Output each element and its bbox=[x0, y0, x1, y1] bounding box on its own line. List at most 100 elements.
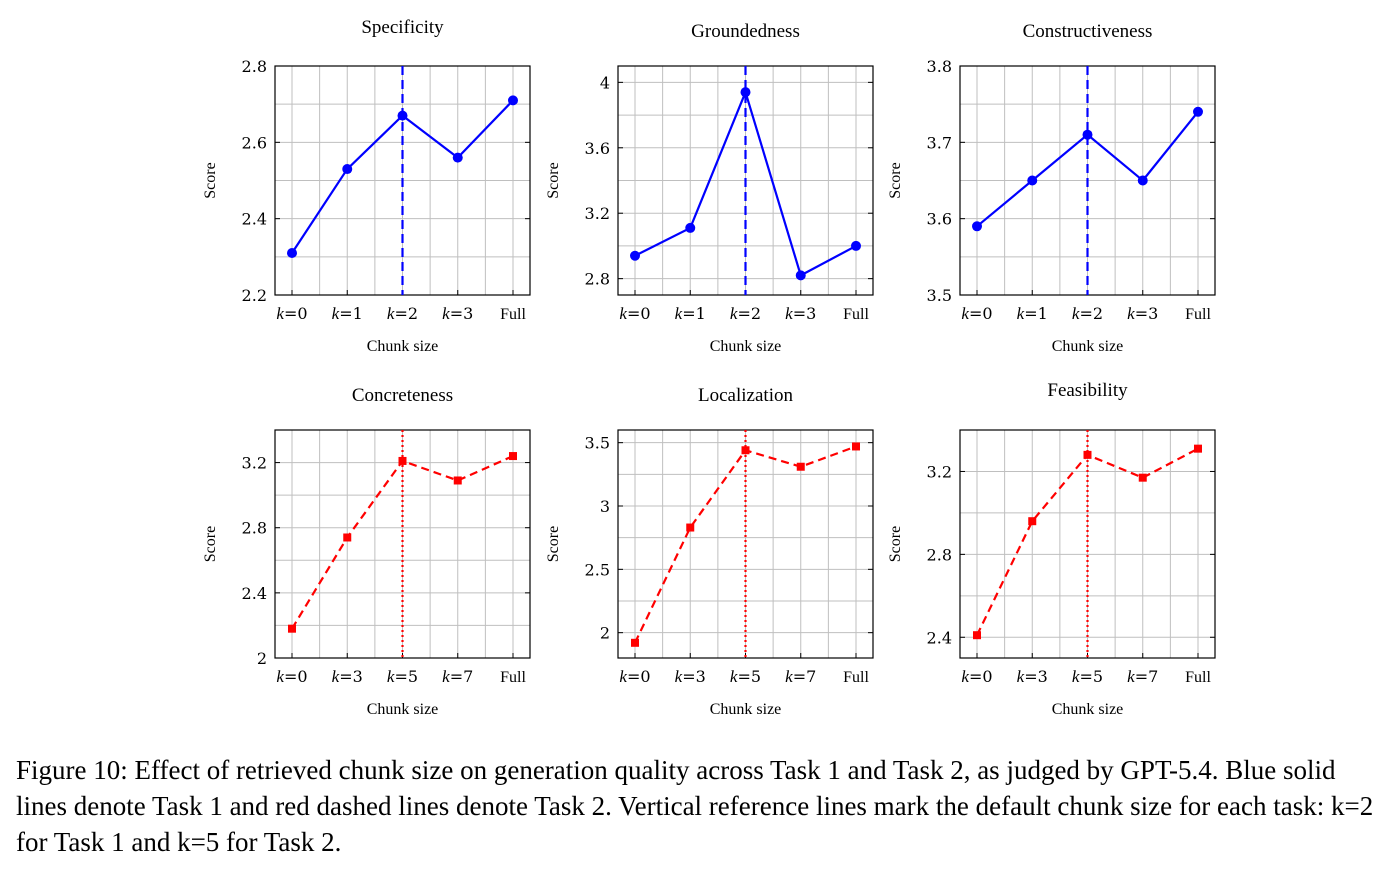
data-point bbox=[1083, 450, 1092, 459]
data-point bbox=[1138, 473, 1147, 482]
data-point bbox=[1027, 175, 1038, 186]
x-tick-label: Full bbox=[1185, 306, 1211, 323]
x-tick-label: k=1 bbox=[1017, 304, 1048, 323]
x-tick-label: k=0 bbox=[961, 304, 992, 323]
data-point bbox=[1028, 517, 1037, 526]
x-axis-label: Chunk size bbox=[1052, 338, 1124, 355]
x-tick-label: k=3 bbox=[442, 304, 473, 323]
x-tick-label: k=3 bbox=[1017, 667, 1048, 686]
data-point bbox=[630, 250, 640, 261]
x-tick-label: Full bbox=[843, 306, 869, 323]
y-tick-label: 3.2 bbox=[242, 454, 267, 473]
figure-caption: Figure 10: Effect of retrieved chunk siz… bbox=[16, 755, 1374, 857]
y-tick-label: 2.8 bbox=[242, 57, 267, 76]
x-tick-label: k=2 bbox=[1072, 304, 1103, 323]
x-tick-label: k=1 bbox=[675, 304, 706, 323]
data-point bbox=[851, 240, 861, 251]
y-tick-label: 3.2 bbox=[585, 204, 610, 223]
x-tick-label: k=0 bbox=[619, 304, 650, 323]
y-axis-label: Score bbox=[887, 162, 904, 198]
y-tick-label: 2 bbox=[600, 624, 610, 643]
x-axis-label: Chunk size bbox=[367, 701, 439, 718]
data-point bbox=[398, 456, 407, 465]
data-point bbox=[685, 222, 696, 233]
y-tick-label: 2.4 bbox=[242, 584, 267, 603]
x-tick-label: k=3 bbox=[785, 304, 816, 323]
y-tick-label: 3.2 bbox=[927, 462, 952, 481]
x-tick-label: k=0 bbox=[619, 667, 650, 686]
data-point bbox=[343, 533, 352, 542]
x-tick-label: k=7 bbox=[1127, 667, 1158, 686]
x-tick-label: k=5 bbox=[387, 667, 418, 686]
y-tick-label: 2.2 bbox=[242, 286, 267, 305]
x-tick-label: k=0 bbox=[276, 304, 307, 323]
chart-panel-constructiveness: 3.5 3.6 3.7 3.8 k=0 k=1 k=2 k=3 Full Constructive… bbox=[887, 21, 1216, 355]
data-point bbox=[795, 270, 806, 281]
chart-panel-specificity: 2.2 2.4 2.6 2.8 k=0 k=1 k=2 k=3 Full Specificity C… bbox=[202, 17, 531, 355]
chart-title: Constructiveness bbox=[1023, 21, 1153, 42]
y-tick-label: 2.4 bbox=[242, 210, 267, 229]
y-axis-label: Score bbox=[887, 526, 904, 562]
y-tick-label: 2.4 bbox=[927, 628, 952, 647]
x-tick-label: k=2 bbox=[387, 304, 418, 323]
chart-title: Concreteness bbox=[352, 385, 453, 406]
y-tick-label: 3.5 bbox=[585, 434, 610, 453]
x-tick-label: Full bbox=[500, 306, 526, 323]
data-point bbox=[342, 164, 353, 175]
data-point bbox=[1193, 106, 1203, 117]
y-tick-label: 3.7 bbox=[927, 133, 952, 152]
chart-title: Groundedness bbox=[691, 21, 800, 42]
chart-title: Feasibility bbox=[1047, 380, 1128, 401]
x-axis-label: Chunk size bbox=[367, 338, 439, 355]
data-point bbox=[631, 638, 639, 647]
y-tick-label: 3.8 bbox=[927, 57, 952, 76]
data-point bbox=[509, 452, 517, 461]
x-axis-label: Chunk size bbox=[710, 338, 782, 355]
x-tick-label: k=0 bbox=[961, 667, 992, 686]
x-tick-label: k=5 bbox=[730, 667, 761, 686]
x-tick-label: k=3 bbox=[1127, 304, 1158, 323]
data-point bbox=[453, 476, 462, 485]
x-tick-label: k=3 bbox=[332, 667, 363, 686]
x-tick-label: k=0 bbox=[276, 667, 307, 686]
data-point bbox=[972, 221, 982, 232]
y-tick-label: 2.8 bbox=[242, 519, 267, 538]
x-tick-label: k=3 bbox=[675, 667, 706, 686]
x-axis-label: Chunk size bbox=[1052, 701, 1124, 718]
x-tick-label: k=5 bbox=[1072, 667, 1103, 686]
data-point bbox=[452, 152, 463, 163]
y-tick-label: 2.8 bbox=[585, 270, 610, 289]
y-tick-label: 2.8 bbox=[927, 545, 952, 564]
x-tick-label: k=7 bbox=[442, 667, 473, 686]
data-point bbox=[796, 462, 805, 471]
y-tick-label: 2 bbox=[257, 649, 267, 668]
y-tick-label: 4 bbox=[600, 73, 610, 92]
data-point bbox=[397, 110, 408, 121]
chart-panel-feasibility: 2.4 2.8 3.2 k=0 k=3 k=5 k=7 Full Feasibility Chun… bbox=[887, 380, 1216, 718]
y-axis-label: Score bbox=[202, 162, 219, 198]
data-point bbox=[1194, 444, 1202, 453]
x-tick-label: Full bbox=[1185, 669, 1211, 686]
x-tick-label: k=1 bbox=[332, 304, 363, 323]
x-tick-label: Full bbox=[500, 669, 526, 686]
data-point bbox=[508, 95, 518, 106]
y-tick-label: 2.6 bbox=[242, 133, 267, 152]
data-point bbox=[686, 523, 695, 532]
data-point bbox=[741, 446, 750, 455]
x-tick-label: k=2 bbox=[730, 304, 761, 323]
x-tick-label: k=7 bbox=[785, 667, 816, 686]
chart-panel-concreteness: 2 2.4 2.8 3.2 k=0 k=3 k=5 k=7 Full Concreteness Ch… bbox=[202, 385, 531, 718]
figure-grid: 2.2 2.4 2.6 2.8 k=0 k=1 k=2 k=3 Full Specificity C… bbox=[202, 17, 1216, 718]
x-tick-label: Full bbox=[843, 669, 869, 686]
data-point bbox=[287, 248, 297, 259]
y-axis-label: Score bbox=[545, 526, 562, 562]
data-point bbox=[852, 442, 860, 451]
y-tick-label: 2.5 bbox=[585, 560, 610, 579]
chart-panel-localization: 2 2.5 3 3.5 k=0 k=3 k=5 k=7 Full Localization Chun… bbox=[545, 385, 874, 718]
chart-title: Localization bbox=[698, 385, 793, 406]
y-tick-label: 3.6 bbox=[585, 139, 610, 158]
y-axis-label: Score bbox=[545, 162, 562, 198]
y-tick-label: 3.6 bbox=[927, 210, 952, 229]
chart-panel-groundedness: 2.8 3.2 3.6 4 k=0 k=1 k=2 k=3 Full Groundedness Ch… bbox=[545, 21, 874, 355]
data-point bbox=[740, 87, 751, 98]
